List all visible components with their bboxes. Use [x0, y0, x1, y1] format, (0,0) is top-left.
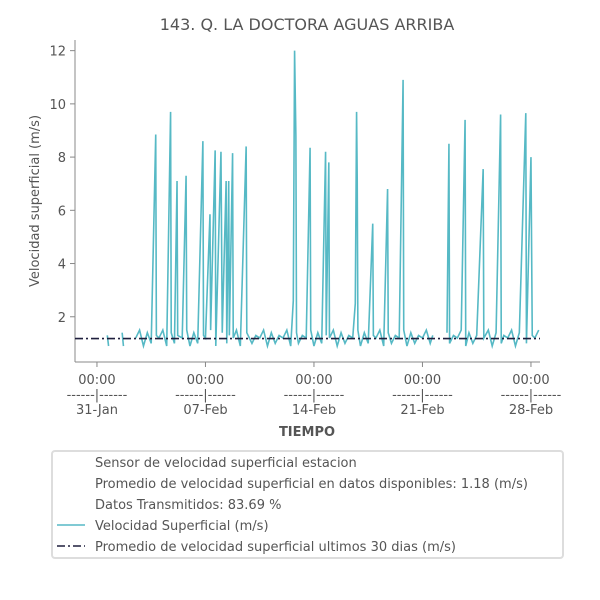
y-tick-label: 10	[49, 98, 66, 113]
legend-note: Datos Transmitidos: 83.69 %	[95, 498, 281, 513]
y-tick-label: 6	[58, 204, 66, 219]
y-tick-label: 4	[58, 258, 66, 273]
y-tick-label: 2	[58, 311, 66, 326]
legend-note: Sensor de velocidad superficial estacion	[95, 456, 357, 471]
y-tick-label: 12	[49, 45, 66, 60]
chart-title: 143. Q. LA DOCTORA AGUAS ARRIBA	[160, 15, 455, 34]
y-axis-label: Velocidad superficial (m/s)	[28, 115, 43, 287]
x-tick-label: 00:00 ------|------07-Feb	[175, 373, 236, 418]
x-axis-label: TIEMPO	[279, 425, 335, 440]
legend-label: Promedio de velocidad superficial ultimo…	[95, 540, 456, 555]
legend-box	[51, 450, 564, 559]
x-tick-label: 00:00 ------|------14-Feb	[284, 373, 345, 418]
legend-note: Promedio de velocidad superficial en dat…	[95, 477, 528, 492]
series-line	[106, 50, 540, 350]
y-tick-label: 8	[58, 151, 66, 166]
legend-label: Velocidad Superficial (m/s)	[95, 519, 269, 534]
x-tick-label: 00:00 ------|------21-Feb	[392, 373, 453, 418]
x-tick-label: 00:00 ------|------28-Feb	[501, 373, 562, 418]
x-tick-label: 00:00 ------|------31-Jan	[67, 373, 128, 418]
